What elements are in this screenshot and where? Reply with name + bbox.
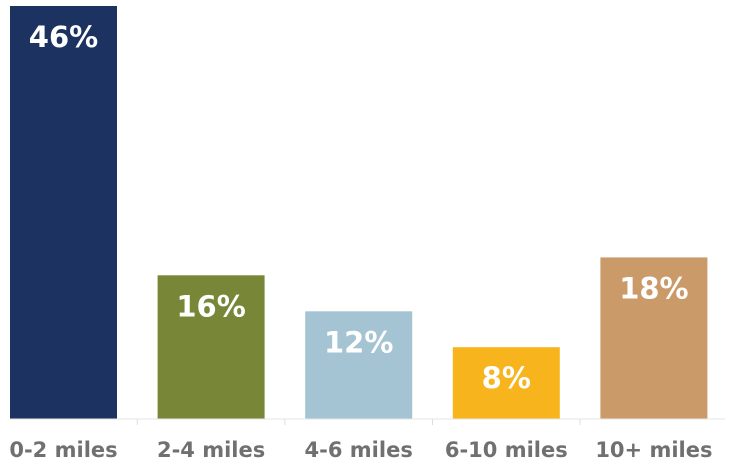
x-tick-label-1: 2-4 miles bbox=[157, 438, 265, 462]
x-axis-ticks bbox=[136, 419, 581, 425]
bar-3 bbox=[452, 347, 560, 419]
value-labels-group: 46% 16% 12% 8% 18% bbox=[29, 20, 689, 395]
x-tick-label-4: 10+ miles bbox=[595, 438, 712, 462]
bar-4 bbox=[600, 257, 708, 419]
bar-value-label-2: 12% bbox=[324, 325, 393, 359]
x-tick-label-3: 6-10 miles bbox=[445, 438, 568, 462]
bar-1 bbox=[157, 275, 265, 419]
bar-2 bbox=[305, 311, 413, 419]
bar-value-label-4: 18% bbox=[619, 271, 688, 305]
bar-value-label-3: 8% bbox=[482, 361, 531, 395]
bar-value-label-0: 46% bbox=[29, 20, 98, 54]
x-tick-labels-group: 0-2 miles 2-4 miles 4-6 miles 6-10 miles 10+… bbox=[9, 438, 712, 462]
x-axis bbox=[10, 418, 725, 425]
bar-0 bbox=[10, 6, 117, 419]
bars-group bbox=[10, 6, 708, 419]
x-tick-label-0: 0-2 miles bbox=[9, 438, 117, 462]
bar-value-label-1: 16% bbox=[176, 289, 245, 323]
x-tick-label-2: 4-6 miles bbox=[305, 438, 413, 462]
